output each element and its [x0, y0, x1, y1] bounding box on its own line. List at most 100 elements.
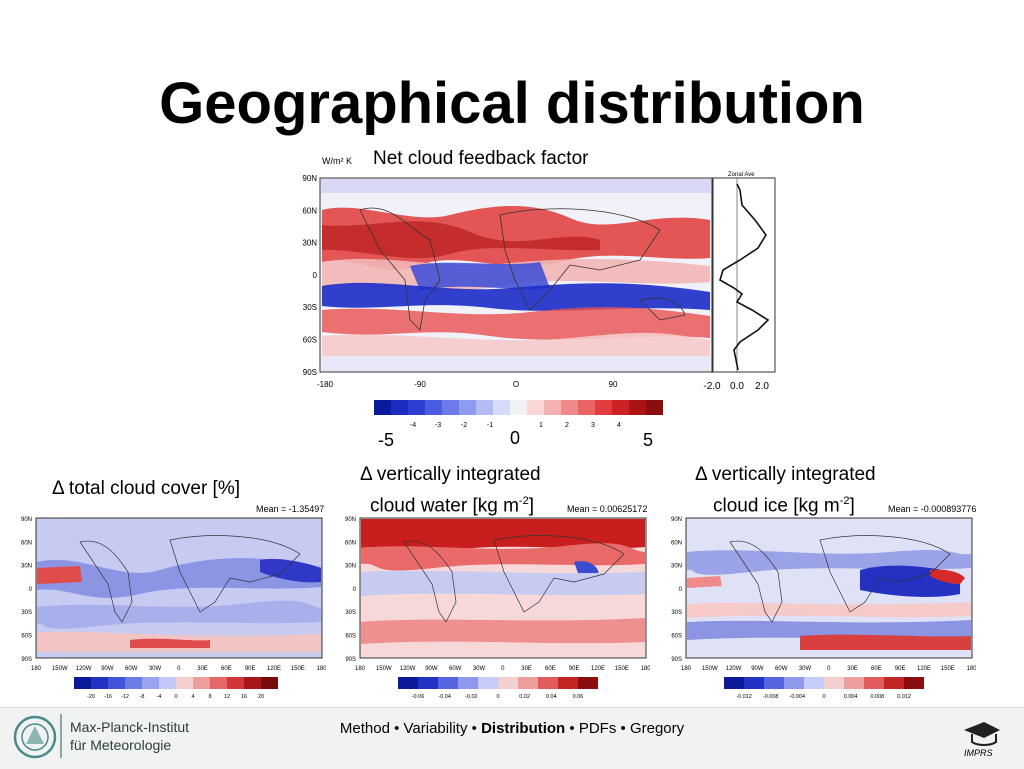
- colorbar-cell: [244, 677, 261, 689]
- nav-separator: •: [620, 720, 626, 737]
- colorbar-cell: [764, 677, 784, 689]
- colorbar-cell: [425, 400, 442, 415]
- nav-pdfs[interactable]: PDFs: [578, 720, 617, 737]
- lon-tick-label: -180: [317, 380, 334, 389]
- lon-tick-label: 150W: [702, 666, 718, 672]
- lon-tick-label: 120W: [76, 666, 92, 672]
- institute-line2: für Meteorologie: [70, 737, 172, 753]
- colorbar-tick-label: 0.04: [546, 694, 557, 700]
- colorbar-tick-label: 0: [174, 694, 177, 700]
- lon-tick-label: 60W: [449, 666, 462, 672]
- nav-separator: •: [471, 720, 477, 737]
- lon-tick-label: 150E: [291, 666, 305, 672]
- main-map-unit: W/m² K: [322, 156, 352, 166]
- lon-tick-label: 90E: [569, 666, 580, 672]
- lat-tick-label: 60N: [302, 206, 317, 215]
- panel-2-colorbar: -0.06 -0.04 -0.02 0 0.02 0.04 0.06: [398, 677, 598, 700]
- colorbar-cell: [159, 677, 176, 689]
- total-cloud-cover-map: 90N 60N 30N 0 30S 60S 90S 180 150W 120W 90W 60W 30W…: [21, 517, 326, 700]
- colorbar-cell: [646, 400, 663, 415]
- colorbar-tick-label: 1: [539, 422, 543, 429]
- colorbar-tick-label: -12: [121, 694, 129, 700]
- colorbar-tick-label: 3: [591, 422, 595, 429]
- slide-title: Geographical distribution: [159, 71, 865, 136]
- lat-tick-label: 90N: [21, 517, 32, 523]
- colorbar-tick-label: -0.008: [763, 694, 779, 700]
- panel-1-lon-ticks: 180 150W 120W 90W 60W 30W 0 30E 60E 90E 120E 150E 18…: [31, 666, 326, 672]
- colorbar-cell: [864, 677, 884, 689]
- panel-2-exponent: -2: [518, 495, 529, 507]
- colorbar-tick-label: 0.06: [573, 694, 584, 700]
- panel-1-lat-ticks: 90N 60N 30N 0 30S 60S 90S: [21, 517, 33, 663]
- colorbar-cell: [498, 677, 518, 689]
- lon-tick-label: 30W: [149, 666, 162, 672]
- zonal-tick-label: 0.0: [730, 381, 744, 392]
- lat-tick-label: 90N: [345, 517, 356, 523]
- colorbar-cell: [804, 677, 824, 689]
- panel-1-title: Δ total cloud cover [%]: [52, 478, 241, 499]
- lon-tick-label: 0: [501, 666, 505, 672]
- zonal-average-line: [719, 183, 770, 371]
- panel-3-exponent: -2: [839, 495, 850, 507]
- lon-tick-label: 120E: [591, 666, 605, 672]
- nav-separator: •: [569, 720, 575, 737]
- colorbar-tick-label: 2: [565, 422, 569, 429]
- colorbar-cell: [458, 677, 478, 689]
- nav-variability[interactable]: Variability: [403, 720, 468, 737]
- lon-tick-label: 90W: [425, 666, 438, 672]
- lat-tick-label: 60S: [671, 634, 682, 640]
- colorbar-cell: [904, 677, 924, 689]
- colorbar-tick-label: -0.04: [438, 694, 451, 700]
- lon-tick-label: 150E: [615, 666, 629, 672]
- colorbar-cell: [374, 400, 391, 415]
- lon-tick-label: 90E: [245, 666, 256, 672]
- colorbar-tick-label: 16: [241, 694, 247, 700]
- nav-distribution[interactable]: Distribution: [481, 720, 566, 737]
- panel-2-mean: Mean = 0.00625172: [567, 504, 648, 514]
- lat-tick-label: 90S: [345, 657, 356, 663]
- panel-2-lon-ticks: 180 150W 120W 90W 60W 30W 0 30E 60E 90E 120E 150E 18…: [355, 666, 650, 672]
- colorbar-cell: [438, 677, 458, 689]
- lon-tick-label: 30W: [799, 666, 812, 672]
- colorbar-tick-label: -20: [87, 694, 95, 700]
- nav-separator: •: [394, 720, 400, 737]
- colorbar-tick-label: 8: [208, 694, 211, 700]
- lon-tick-label: 120E: [917, 666, 931, 672]
- lat-tick-label: 90S: [21, 657, 32, 663]
- nav-method[interactable]: Method: [339, 720, 390, 737]
- nav-gregory[interactable]: Gregory: [629, 720, 685, 737]
- lat-tick-label: 90S: [671, 657, 682, 663]
- zonal-average-title: Zonal Ave: [728, 172, 755, 178]
- main-colorbar-cells: [374, 400, 663, 415]
- lon-tick-label: 0: [827, 666, 831, 672]
- colorbar-tick-label: 4: [617, 422, 621, 429]
- colorbar-cell: [74, 677, 91, 689]
- colorbar-tick-label: -0.06: [412, 694, 425, 700]
- lat-tick-label: 60N: [671, 540, 682, 546]
- colorbar-max-label: 5: [643, 430, 654, 450]
- colorbar-tick-label: 20: [258, 694, 264, 700]
- panel-3-title-line1: Δ vertically integrated: [695, 464, 876, 485]
- colorbar-cell: [210, 677, 227, 689]
- panel-2-title-line1: Δ vertically integrated: [360, 464, 541, 485]
- main-colorbar-ticks: -4 -3 -2 -1 1 2 3 4: [410, 422, 621, 429]
- lon-tick-label: 180: [641, 666, 650, 672]
- lat-tick-label: 0: [679, 587, 683, 593]
- colorbar-cell: [612, 400, 629, 415]
- panel-2-title-line2: cloud water [kg m-2]: [370, 495, 534, 517]
- colorbar-cell: [108, 677, 125, 689]
- lon-tick-label: 180: [317, 666, 326, 672]
- lat-tick-label: 30S: [345, 610, 356, 616]
- lon-tick-label: 0: [177, 666, 181, 672]
- panel-3-lon-ticks: 180 150W 120W 90W 60W 30W 0 30E 60E 90E 120E 150E 18…: [681, 666, 976, 672]
- colorbar-cell: [408, 400, 425, 415]
- colorbar-tick-label: -0.012: [736, 694, 752, 700]
- colorbar-tick-label: -1: [487, 422, 493, 429]
- lon-tick-label: -90: [414, 380, 426, 389]
- panel-3-colorbar: -0.012 -0.008 -0.004 0 0.004 0.008 0.012: [724, 677, 924, 700]
- panel-3-title-line2: cloud ice [kg m-2]: [713, 495, 855, 517]
- colorbar-cell: [418, 677, 438, 689]
- colorbar-cell: [459, 400, 476, 415]
- panel-1-mean: Mean = -1.35497: [256, 504, 325, 514]
- colorbar-cell: [844, 677, 864, 689]
